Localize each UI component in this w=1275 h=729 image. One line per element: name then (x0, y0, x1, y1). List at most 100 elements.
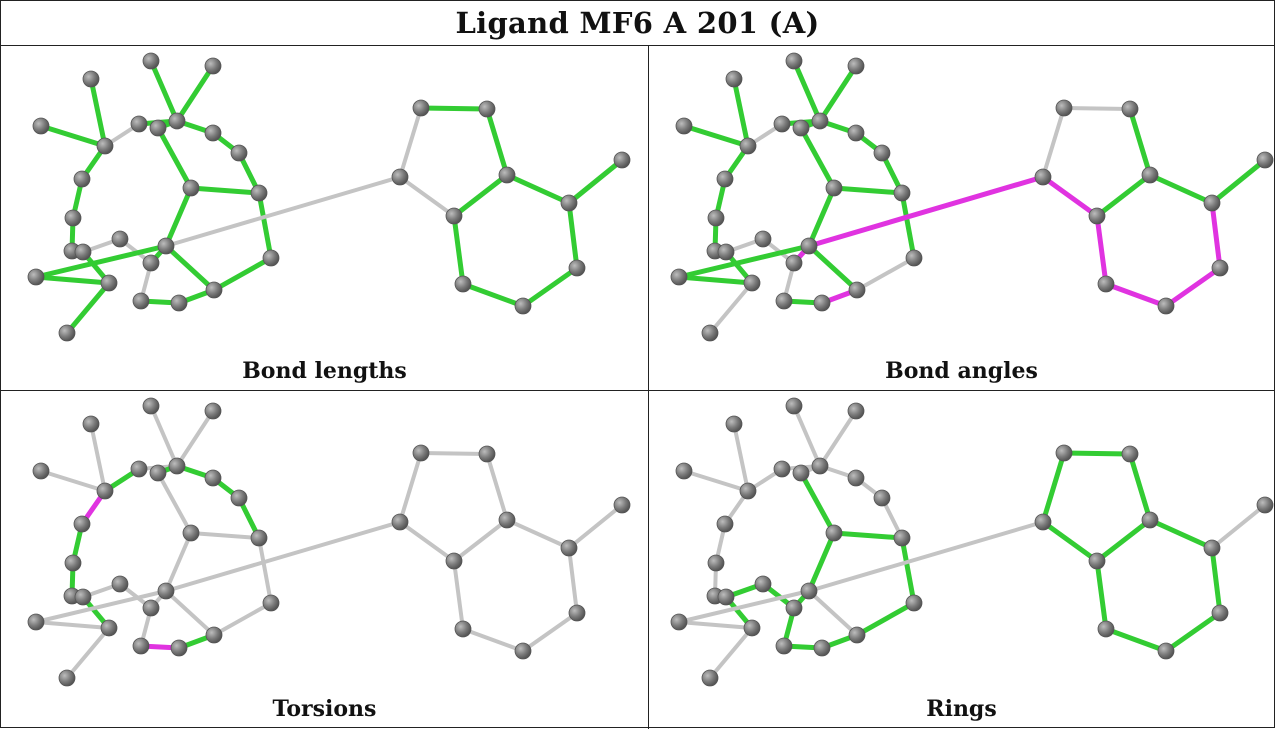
atom (130, 115, 148, 133)
atom (905, 594, 923, 612)
bond (164, 531, 193, 593)
atom (58, 324, 76, 342)
atom (811, 457, 829, 475)
atom (701, 669, 719, 687)
atom (716, 515, 734, 533)
atom (230, 489, 248, 507)
bond (831, 185, 905, 196)
bond (174, 63, 216, 124)
bond (452, 559, 465, 631)
bond (398, 520, 456, 563)
bond (211, 255, 274, 293)
grid-divider-horizontal (1, 390, 1274, 391)
atom (848, 281, 866, 299)
bond (65, 626, 111, 680)
molecule-bond-lengths (27, 52, 631, 342)
atom (675, 462, 693, 480)
bond (418, 105, 490, 112)
bond (256, 190, 274, 261)
atom (717, 588, 735, 606)
bond (818, 409, 858, 468)
bond (1127, 451, 1153, 523)
bond (1094, 172, 1153, 219)
atom (670, 613, 688, 631)
bond (806, 530, 837, 594)
atom (811, 112, 829, 130)
ligand-title: Ligand MF6 A 201 (A) (455, 6, 820, 40)
bond (807, 589, 859, 637)
bond (521, 611, 579, 653)
atom (613, 496, 631, 514)
atom (204, 402, 222, 420)
bond (676, 243, 812, 280)
bond (163, 243, 217, 293)
atom (775, 292, 793, 310)
atom (739, 482, 757, 500)
panel-bond-lengths: Bond lengths (1, 46, 648, 390)
bond (39, 469, 107, 493)
bond (682, 469, 750, 493)
bond (806, 243, 860, 293)
atom (168, 457, 186, 475)
atom (568, 604, 586, 622)
bond (89, 422, 107, 493)
atom (785, 599, 803, 617)
bond (1061, 450, 1133, 457)
atom (82, 415, 100, 433)
atom (754, 575, 772, 593)
bond (189, 531, 261, 540)
bond (798, 125, 837, 191)
atom (1088, 552, 1106, 570)
bond (461, 627, 525, 653)
bond (1041, 106, 1066, 179)
atom (743, 619, 761, 637)
atom (725, 415, 743, 433)
bond (899, 535, 917, 606)
bond (175, 409, 215, 468)
atom (454, 620, 472, 638)
atom (560, 194, 578, 212)
bond (156, 471, 193, 535)
atom (250, 184, 268, 202)
atom (478, 100, 496, 118)
atom (157, 582, 175, 600)
atom (568, 259, 586, 277)
bond (212, 601, 273, 637)
atom (182, 179, 200, 197)
atom (1157, 642, 1175, 660)
atom (130, 460, 148, 478)
atom (873, 144, 891, 162)
atom (825, 524, 843, 542)
grid-divider-vertical (648, 45, 649, 729)
bond (1147, 517, 1215, 551)
atom (775, 637, 793, 655)
atom (205, 626, 223, 644)
bond (1094, 517, 1153, 564)
atom (1256, 151, 1274, 169)
panel-bond-angles: Bond angles (649, 46, 1274, 390)
atom (391, 513, 409, 531)
atom (1055, 99, 1073, 117)
atom (168, 112, 186, 130)
atom (32, 117, 50, 135)
atom (743, 274, 761, 292)
atom (205, 281, 223, 299)
bond (798, 470, 837, 536)
atom (773, 115, 791, 133)
atom (675, 117, 693, 135)
bond (505, 518, 571, 550)
atom (74, 588, 92, 606)
bond (520, 265, 580, 309)
bond (791, 58, 823, 124)
bond (1040, 174, 1100, 219)
atom (454, 275, 472, 293)
atom (27, 268, 45, 286)
bond (817, 63, 859, 124)
atom (27, 613, 45, 631)
atom (157, 237, 175, 255)
atom (412, 99, 430, 117)
atom (170, 294, 188, 312)
atom (204, 57, 222, 75)
atom (813, 294, 831, 312)
bond (164, 589, 216, 637)
